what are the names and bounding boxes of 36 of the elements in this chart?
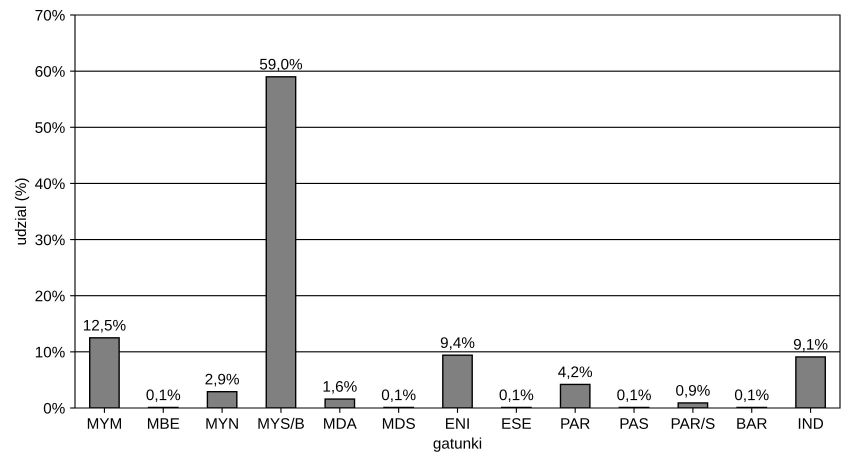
x-tick-label: PAR (561, 418, 590, 429)
x-tick-label: PAR/S (672, 418, 715, 429)
data-label: 1,6% (324, 381, 357, 394)
x-tick-label: BAR (737, 418, 767, 429)
y-tick-label: 10% (36, 346, 65, 358)
x-tick-label: MYS/B (258, 418, 304, 429)
data-label: 4,2% (558, 366, 592, 380)
data-label: 0,9% (676, 384, 710, 398)
y-tick-label: 30% (35, 234, 65, 246)
data-label: 2,9% (205, 374, 239, 386)
y-tick-label: 60% (35, 66, 65, 77)
y-axis-title: udzial (%) (14, 178, 30, 244)
data-label: 12,5% (84, 320, 126, 332)
y-tick-label: 50% (35, 122, 65, 133)
data-label: 0,1% (617, 389, 651, 402)
data-label: 0,1% (146, 389, 180, 402)
data-label: 0,1% (500, 389, 534, 402)
x-tick-label: IND (798, 418, 823, 429)
y-tick-label: 40% (35, 178, 65, 190)
data-label: 0,1% (382, 389, 416, 402)
x-tick-label: MYN (206, 418, 238, 429)
x-tick-label: MDS (382, 418, 415, 429)
x-axis-title: gatunki (434, 438, 482, 452)
data-label: 9,1% (794, 338, 828, 352)
y-tick-label: 0% (44, 402, 65, 414)
data-label: 9,4% (440, 337, 474, 350)
x-tick-label: MBE (148, 418, 180, 429)
x-tick-label: MDA (324, 418, 357, 429)
y-tick-label: 20% (35, 290, 65, 302)
x-tick-label: MYM (88, 418, 121, 429)
data-label: 59,0% (260, 58, 302, 72)
x-tick-label: ESE (502, 418, 531, 429)
x-tick-label: PAS (620, 418, 648, 429)
data-label: 0,1% (734, 389, 769, 402)
x-tick-label: ENI (446, 418, 469, 429)
y-tick-label: 70% (35, 10, 65, 21)
